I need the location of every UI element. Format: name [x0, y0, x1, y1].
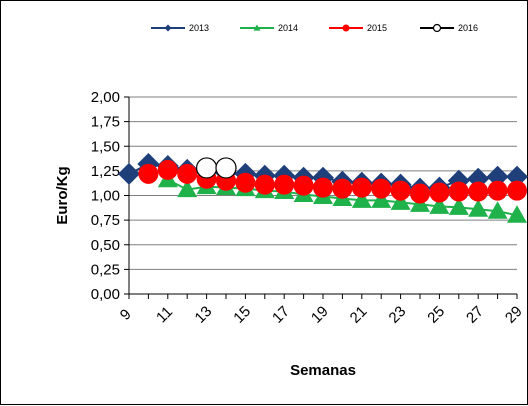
legend-item-2013: 2013: [151, 23, 209, 33]
data-point: [235, 172, 256, 193]
legend-label: 2015: [367, 23, 387, 33]
legend-label: 2016: [458, 23, 478, 33]
data-point: [313, 177, 333, 198]
data-point: [332, 178, 353, 199]
data-point: [177, 179, 198, 198]
data-point: [342, 24, 350, 32]
y-tick-label: 1,25: [91, 163, 120, 180]
data-point: [390, 180, 411, 201]
data-point: [138, 163, 159, 184]
data-point: [429, 196, 450, 214]
y-tick-labels: 0,00 0,25 0,50 0,75 1,00 1,25 1,50 1,75 2,00: [91, 89, 129, 303]
x-tick-label: 25: [424, 303, 448, 327]
y-axis-title: Euro/Kg: [54, 166, 71, 224]
x-tick-labels: 9 11 13 15 17 19 21 23 25 27 29: [117, 294, 526, 327]
data-point: [371, 190, 392, 208]
data-point: [468, 181, 489, 202]
series-2016: [196, 157, 237, 179]
data-point: [448, 197, 469, 215]
x-tick-label: 11: [153, 303, 176, 326]
x-tick-label: 21: [347, 303, 371, 327]
series: [118, 152, 528, 223]
data-point: [253, 24, 261, 31]
y-tick-label: 1,75: [91, 114, 120, 131]
data-point: [351, 190, 372, 208]
data-point: [274, 174, 295, 195]
data-point: [390, 192, 411, 210]
data-point: [254, 174, 275, 195]
data-point: [507, 180, 527, 201]
legend-item-2014: 2014: [240, 23, 298, 33]
data-point: [487, 180, 508, 201]
y-tick-label: 0,75: [91, 212, 120, 229]
x-tick-label: 19: [308, 303, 332, 327]
legend-label: 2013: [189, 23, 209, 33]
data-point: [468, 199, 489, 217]
x-tick-label: 27: [463, 303, 487, 327]
y-tick-label: 1,50: [91, 138, 120, 155]
data-point: [196, 157, 218, 179]
y-tick-label: 0,25: [91, 261, 120, 278]
data-point: [448, 181, 469, 202]
data-point: [507, 205, 527, 223]
legend-item-2015: 2015: [329, 23, 387, 33]
y-tick-label: 1,00: [91, 188, 120, 205]
y-tick-label: 2,00: [91, 89, 120, 106]
x-tick-label: 15: [230, 303, 254, 327]
legend-item-2016: 2016: [420, 23, 478, 33]
x-tick-label: 17: [269, 303, 293, 327]
x-tick-label: 9: [117, 306, 135, 324]
x-tick-label: 23: [386, 303, 410, 327]
data-point: [164, 24, 172, 32]
data-point: [177, 163, 198, 184]
data-point: [429, 182, 450, 203]
legend-label: 2014: [278, 23, 298, 33]
x-tick-label: 13: [192, 303, 216, 327]
data-point: [487, 201, 508, 219]
y-tick-label: 0,00: [91, 286, 120, 303]
data-point: [293, 175, 314, 196]
x-tick-label: 29: [502, 303, 526, 327]
data-point: [410, 183, 430, 204]
data-point: [351, 177, 372, 198]
data-point: [432, 23, 442, 33]
data-point: [371, 178, 392, 199]
legend: 2013 2014 2015 2016: [151, 23, 478, 33]
data-point: [118, 162, 140, 185]
x-axis-title: Semanas: [290, 362, 356, 379]
data-point: [157, 159, 178, 180]
y-tick-label: 0,50: [91, 237, 120, 254]
data-point: [215, 157, 237, 179]
